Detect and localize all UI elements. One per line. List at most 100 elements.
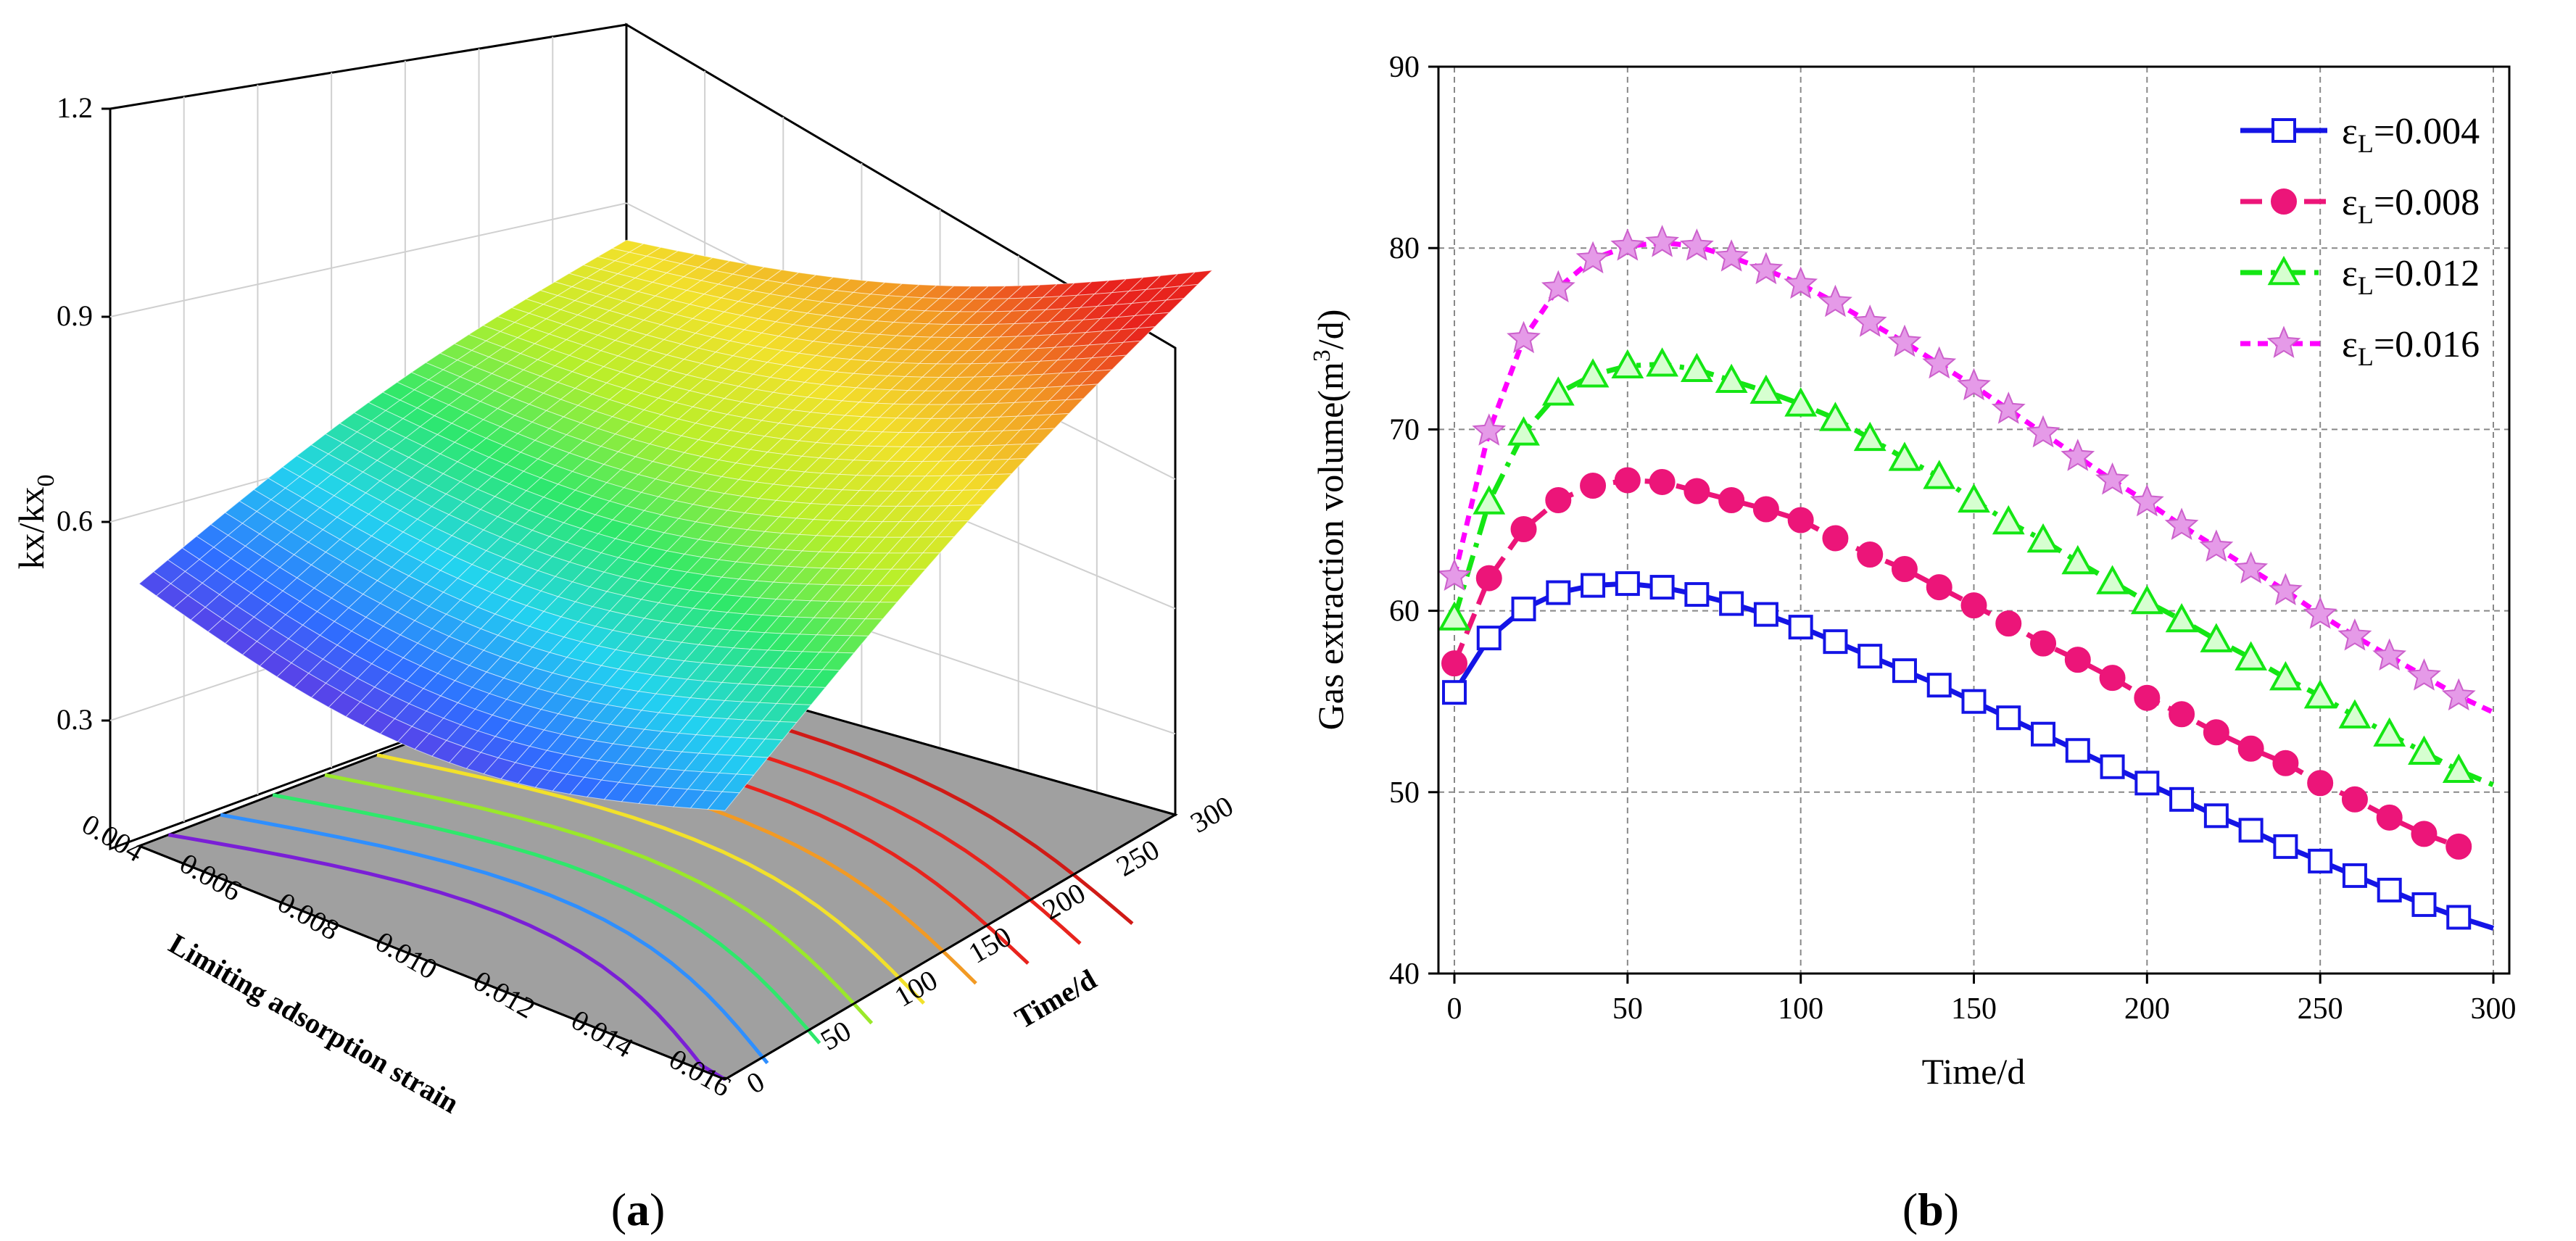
y-tick-label: 0: [741, 1065, 770, 1100]
marker-triangle: [1819, 402, 1852, 431]
marker-triangle: [1438, 601, 1471, 631]
marker-triangle: [2061, 544, 2095, 575]
z-axis-ticks: 0.3 0.6 0.9 1.2: [57, 91, 110, 736]
marker-triangle: [2200, 623, 2233, 652]
marker-triangle: [2373, 717, 2406, 747]
marker-circle: [1891, 556, 1918, 583]
marker-star: [2129, 483, 2164, 517]
marker-triangle: [1611, 349, 1644, 379]
marker-triangle: [1576, 358, 1610, 388]
marker-square: [2273, 834, 2298, 859]
marker-circle: [2445, 833, 2472, 860]
marker-circle: [2411, 821, 2438, 847]
marker-triangle: [2408, 735, 2440, 765]
wall-grid-line: [109, 202, 627, 317]
marker-circle: [1787, 507, 1814, 534]
marker-star: [1749, 252, 1784, 285]
y-tick-label: 300: [1185, 789, 1238, 839]
marker-triangle: [2338, 699, 2372, 729]
marker-circle: [1510, 516, 1537, 543]
marker-square: [1581, 573, 1606, 598]
marker-square: [2271, 118, 2296, 143]
marker-triangle: [2026, 523, 2060, 553]
grid-lines: [1438, 66, 2509, 974]
marker-square: [2134, 771, 2160, 796]
marker-star: [2095, 462, 2129, 495]
axis-ticks: 0 50 100 150 200 250 300 40 50 60 70 80 90: [1389, 51, 2517, 1026]
marker-triangle: [1923, 460, 1956, 489]
marker-triangle: [2303, 679, 2337, 709]
marker-triangle: [1541, 376, 1575, 406]
marker-star: [2441, 678, 2476, 711]
marker-square: [2203, 803, 2229, 829]
y-tick-label: 40: [1389, 958, 1420, 991]
contour-line: [220, 813, 769, 1065]
marker-triangle: [1853, 421, 1887, 452]
x-tick-label: 50: [1612, 992, 1643, 1026]
marker-circle: [1441, 650, 1467, 677]
marker-triangle: [1646, 347, 1678, 377]
marker-circle: [1857, 541, 1884, 568]
marker-triangle: [1958, 483, 1990, 513]
marker-star: [2266, 325, 2301, 358]
marker-triangle: [2165, 602, 2198, 633]
marker-square: [1615, 571, 1640, 597]
marker-star: [1645, 225, 1679, 257]
marker-circle: [1580, 472, 1607, 499]
marker-square: [2031, 721, 2056, 747]
marker-triangle: [2235, 641, 2268, 671]
marker-triangle: [1507, 416, 1540, 446]
marker-square: [1719, 591, 1744, 616]
marker-star: [1784, 266, 1818, 299]
marker-star: [1437, 558, 1472, 592]
legend-label: εL=0.004: [2342, 111, 2480, 158]
marker-circle: [1926, 574, 1952, 601]
plot-frame: [1437, 65, 2511, 975]
marker-star: [1852, 304, 1887, 337]
marker-triangle: [2269, 661, 2302, 691]
marker-circle: [1960, 592, 1987, 619]
marker-square: [1511, 597, 1536, 622]
marker-square: [2065, 738, 2090, 763]
marker-triangle: [1888, 441, 1921, 471]
marker-triangle: [2130, 584, 2163, 615]
y-axis-title: Gas extraction volume(m3/d): [1309, 310, 1351, 731]
marker-triangle: [2267, 255, 2300, 286]
marker-circle: [2272, 750, 2299, 776]
legend-label: εL=0.008: [2342, 182, 2480, 229]
marker-star: [2303, 597, 2337, 629]
marker-star: [2269, 573, 2303, 606]
x-axis-title: Time/d: [1922, 1051, 2026, 1092]
marker-star: [1922, 346, 1957, 379]
marker-square: [1684, 582, 1710, 607]
marker-circle: [1475, 565, 1502, 592]
marker-star: [2406, 658, 2441, 691]
marker-circle: [1752, 496, 1779, 523]
marker-circle: [2064, 647, 2091, 673]
marker-star: [2061, 439, 2095, 471]
marker-circle: [1545, 486, 1572, 513]
y-tick-label: 90: [1389, 51, 1420, 84]
marker-star: [1957, 368, 1991, 401]
marker-square: [1649, 575, 1675, 600]
front-edge-left: [138, 844, 726, 1081]
marker-star: [1575, 241, 1610, 274]
marker-triangle: [1784, 387, 1818, 417]
marker-star: [1541, 270, 1575, 303]
marker-star: [1991, 391, 2026, 424]
marker-square: [1926, 673, 1952, 698]
marker-star: [2199, 529, 2234, 562]
z-tick-label: 0.6: [57, 505, 93, 537]
x-tick-label: 250: [2298, 992, 2343, 1026]
contour-line: [272, 793, 821, 1045]
marker-circle: [2099, 665, 2126, 692]
marker-square: [1753, 602, 1778, 627]
marker-square: [2169, 786, 2195, 812]
legend: εL=0.004 εL=0.008 εL=0.012 εL=0.016: [2240, 111, 2480, 371]
marker-square: [2238, 818, 2264, 843]
marker-square: [1442, 680, 1467, 705]
series-group: [1437, 225, 2495, 715]
marker-square: [1476, 626, 1502, 651]
front-edge-right: [724, 813, 1176, 1081]
panel-a-caption: (a): [611, 1184, 666, 1235]
